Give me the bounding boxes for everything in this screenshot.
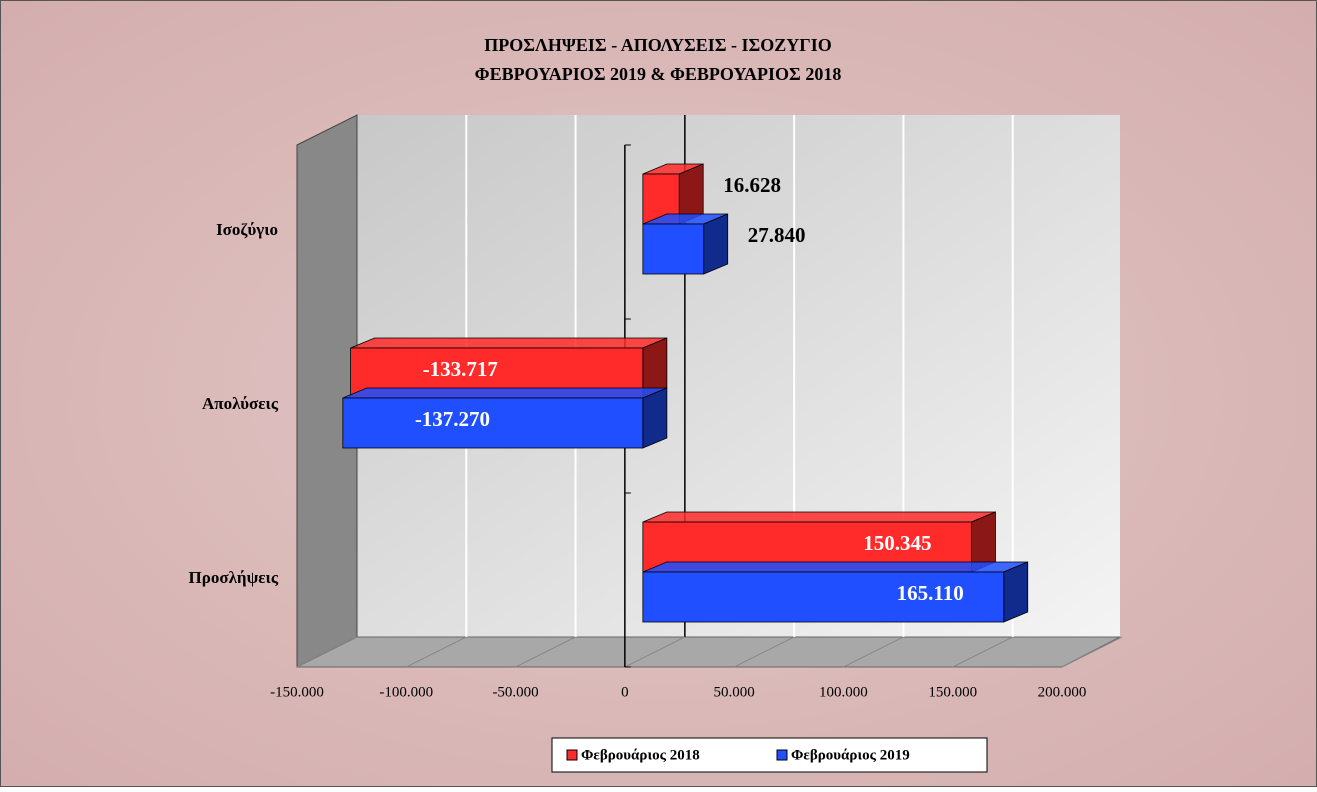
- floor-grid-line: [406, 636, 467, 668]
- legend-swatch: [776, 749, 788, 761]
- bar: [342, 397, 644, 449]
- legend-label: Φεβρουάριος 2019: [791, 747, 910, 763]
- floor-grid-line: [733, 636, 795, 668]
- data-label: 16.628: [723, 173, 781, 197]
- data-label: 27.840: [748, 223, 806, 247]
- floor: [296, 636, 1121, 668]
- floor-grid-line: [952, 636, 1013, 668]
- bar-side: [703, 213, 729, 275]
- x-tick-label: -150.000: [270, 684, 324, 700]
- x-tick-label: -100.000: [379, 684, 433, 700]
- bar-top: [642, 561, 1028, 573]
- floor-grid-line: [1061, 636, 1123, 668]
- floor-grid-line: [515, 636, 576, 668]
- plot: -150.000 -100.000 -50.000 0 50.000 100.000 150…: [189, 115, 1123, 700]
- y-tick-label: Προσλήψεις: [189, 568, 279, 587]
- data-label: -137.270: [415, 407, 490, 431]
- bar-top: [350, 337, 668, 349]
- y-tick-label: Ισοζύγιο: [216, 220, 278, 239]
- chart-title: ΠΡΟΣΛΗΨΕΙΣ - ΑΠΟΛΥΣΕΙΣ - ΙΣΟΖΥΓΙΟ: [484, 35, 832, 55]
- legend: [551, 737, 988, 773]
- back-wall: [357, 115, 1120, 637]
- bar: [642, 223, 705, 275]
- chart-subtitle: ΦΕΒΡΟΥΑΡΙΟΣ 2019 & ΦΕΒΡΟΥΑΡΙΟΣ 2018: [475, 64, 842, 84]
- floor-grid-line: [296, 636, 358, 668]
- bar-top: [642, 511, 996, 523]
- floor-grid-line: [624, 636, 686, 668]
- x-tick-label: 100.000: [819, 684, 868, 700]
- data-label: 165.110: [897, 581, 964, 605]
- bar: [642, 571, 1005, 623]
- legend-swatch: [566, 749, 578, 761]
- floor-grid-line: [843, 636, 904, 668]
- x-tick-label: 200.000: [1038, 684, 1087, 700]
- x-tick-label: 50.000: [714, 684, 755, 700]
- data-label: 150.345: [863, 531, 931, 555]
- bar-top: [342, 387, 668, 399]
- legend-label: Φεβρουάριος 2018: [581, 747, 700, 763]
- y-tick-label: Απολύσεις: [202, 394, 279, 413]
- side-wall: [296, 114, 358, 668]
- bar-side: [1003, 561, 1029, 623]
- x-tick-label: -50.000: [492, 684, 538, 700]
- x-tick-label: 0: [621, 684, 629, 700]
- x-tick-label: 150.000: [928, 684, 977, 700]
- data-label: -133.717: [423, 357, 498, 381]
- bar-side: [642, 387, 668, 449]
